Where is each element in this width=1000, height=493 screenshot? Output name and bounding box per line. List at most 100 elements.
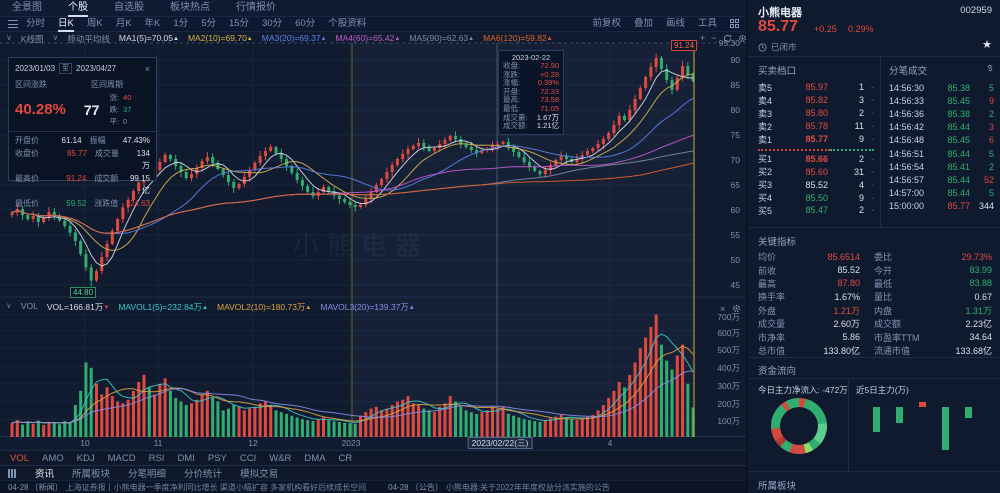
nav-item[interactable]: 行情报价 — [236, 2, 276, 13]
bid-row[interactable]: 买5 85.47 2- — [758, 205, 874, 216]
pane-settings-gear-icon[interactable] — [732, 304, 741, 314]
fund-flow: 资金流向 今日主力净流入: -472万 近5日主力(万) — [748, 358, 1000, 472]
ask-row[interactable]: 卖5 85.97 1- — [758, 82, 874, 93]
ma-legend-entry: MA5(90)=62.63▲ — [409, 33, 475, 43]
zoom-in-icon[interactable]: + — [700, 33, 706, 43]
refresh-icon[interactable] — [723, 34, 732, 43]
bid-row[interactable]: 买1 85.66 2- — [758, 153, 874, 165]
period-tab[interactable]: 15分 — [228, 18, 250, 29]
tooltip-row: 最高: 73.58 — [503, 95, 559, 105]
period-tab[interactable]: 1分 — [173, 18, 189, 29]
chart-tool[interactable]: 工具 — [697, 18, 717, 29]
indicator-tab[interactable]: RSI — [148, 452, 165, 464]
news-ticker: 04-28 〔新闻〕 上海证券报丨小熊电器一季度净利同比增长 渠道小幅扩容 多家机… — [0, 480, 746, 493]
period-tab[interactable]: 日K — [58, 18, 74, 32]
period-tab[interactable]: 月K — [115, 18, 132, 29]
indicator-tab[interactable]: KDJ — [76, 452, 95, 464]
indicator-tab[interactable]: VOL — [10, 452, 30, 464]
vol-label[interactable]: VOL — [20, 301, 38, 311]
period-tab[interactable]: 5分 — [201, 18, 216, 29]
chart-tool[interactable]: 叠加 — [633, 18, 653, 29]
range-stat-row: 最高价 91.24 成交额 99.15亿 — [15, 173, 150, 196]
divider — [880, 57, 881, 228]
month-tick: 2023 — [341, 438, 361, 448]
nav-item[interactable]: 板块热点 — [170, 2, 210, 13]
news-item[interactable]: 04-28 〔公告〕 小熊电器:关于2022年年度权益分派实施的公告 — [388, 482, 610, 492]
high-price-marker: 91.24 — [671, 40, 698, 51]
ma-legend-entry: MA2(10)=69.70▲ — [187, 33, 253, 43]
bottom-tab[interactable]: 模拟交易 — [240, 469, 279, 480]
ma-legend: ∨ K线图 ∨ 移动平均线 MA1(5)=70.05▲ MA2(10)=69.70… — [6, 33, 553, 45]
kline-label[interactable]: K线图 — [20, 34, 44, 44]
indicator-tab[interactable]: DMA — [304, 452, 326, 464]
quote-header: 小熊电器 002959 85.77 +0.25 0.29% 已闭市 ★ — [748, 0, 1000, 57]
up-days: 40 — [123, 93, 132, 102]
list-view-icon[interactable] — [8, 468, 17, 478]
close-icon[interactable]: × — [144, 63, 150, 74]
range-to-label: 至 — [59, 63, 73, 74]
settings-gear-icon[interactable] — [738, 34, 747, 43]
period-tab[interactable]: 年K — [144, 18, 161, 29]
range-end-date: 2023/04/27 — [76, 64, 117, 73]
tooltip-date: 2023-02-22 — [511, 53, 551, 62]
indicator-tab[interactable]: AMO — [42, 452, 64, 464]
ask-row[interactable]: 卖3 85.80 2- — [758, 108, 874, 119]
bottom-tab[interactable]: 分价统计 — [184, 469, 223, 480]
collapse-ma-icon[interactable]: ∨ — [52, 33, 59, 42]
period-tab[interactable]: 分时 — [26, 18, 46, 29]
indicator-tab[interactable]: W&R — [269, 452, 292, 464]
fund-flow-title: 资金流向 — [758, 366, 797, 377]
indicator-tab[interactable]: DMI — [177, 452, 195, 464]
close-pane-icon[interactable]: × — [720, 304, 726, 314]
ask-row[interactable]: 卖2 85.78 11- — [758, 121, 874, 132]
chart-tool[interactable]: 画线 — [665, 18, 685, 29]
favorite-star-icon[interactable]: ★ — [982, 39, 992, 51]
indicator-tab[interactable]: MACD — [107, 452, 136, 464]
crosshair-date-label: 2023/02/22(三) — [467, 437, 533, 449]
main-inflow-label: 今日主力净流入: -472万 — [758, 385, 848, 395]
order-book-title: 买卖档口 — [758, 66, 797, 77]
news-item[interactable]: 04-28 〔新闻〕 上海证券报丨小熊电器一季度净利同比增长 渠道小幅扩容 多家机… — [8, 482, 367, 492]
period-tab[interactable]: 周K — [86, 18, 103, 29]
link-icon[interactable] — [985, 63, 995, 73]
ask-row[interactable]: 卖4 85.82 3- — [758, 95, 874, 106]
bid-ask-separator — [758, 146, 874, 152]
bid-row[interactable]: 买3 85.52 4- — [758, 179, 874, 191]
range-stats-panel: 2023/01/03 至 2023/04/27 × 区间涨跌 区间周期 40.2… — [8, 57, 157, 208]
ask-row[interactable]: 卖1 85.77 9- — [758, 134, 874, 145]
candle-tooltip: 2023-02-22 收盘: 72.90 涨跌: +0.28 涨幅: 0.39% 开盘: 72… — [498, 50, 564, 135]
bottom-tab[interactable]: 所属板块 — [72, 469, 111, 480]
ma-type-label[interactable]: 移动平均线 — [67, 34, 110, 44]
period-tab[interactable]: 60分 — [295, 18, 316, 29]
key-stats-title: 关键指标 — [758, 237, 797, 248]
range-change-value: 40.28% — [15, 101, 66, 118]
indicator-tab[interactable]: CCI — [239, 452, 257, 464]
month-tick: 10 — [80, 438, 90, 448]
mavol-legend-entry: MAVOL3(20)=139.37万▲ — [320, 302, 415, 312]
indicator-tab[interactable]: PSY — [207, 452, 227, 464]
inflow-donut-chart — [771, 398, 827, 454]
nav-item[interactable]: 自选股 — [114, 2, 144, 13]
tooltip-row: 成交额: 1.21亿 — [503, 121, 559, 131]
tick-row: 14:56:51 85.44 5 — [889, 148, 994, 159]
chart-tool[interactable]: 前复权 — [592, 18, 621, 29]
bid-row[interactable]: 买2 85.60 31- — [758, 166, 874, 178]
bottom-tab[interactable]: 资讯 — [35, 469, 55, 480]
collapse-pane-icon[interactable]: ∨ — [6, 33, 12, 42]
down-days: 37 — [123, 105, 132, 114]
five-day-label: 近5日主力(万) — [856, 385, 909, 395]
collapse-vol-icon[interactable]: ∨ — [6, 301, 12, 310]
menu-icon[interactable] — [8, 20, 18, 28]
nav-item[interactable]: 个股 — [68, 0, 88, 17]
bid-row[interactable]: 买4 85.50 9- — [758, 192, 874, 204]
fund-bar — [942, 407, 949, 450]
price-change: +0.25 — [814, 24, 837, 34]
indicator-tab[interactable]: CR — [338, 452, 353, 464]
multi-chart-icon[interactable] — [730, 19, 740, 29]
bottom-tab[interactable]: 分笔明细 — [128, 469, 167, 480]
period-tab[interactable]: 30分 — [262, 18, 283, 29]
period-tab[interactable]: 个股资料 — [328, 18, 367, 29]
tick-row: 14:56:33 85.45 9 — [889, 95, 994, 106]
zoom-out-icon[interactable]: − — [711, 33, 717, 43]
nav-item[interactable]: 全景图 — [12, 2, 42, 13]
